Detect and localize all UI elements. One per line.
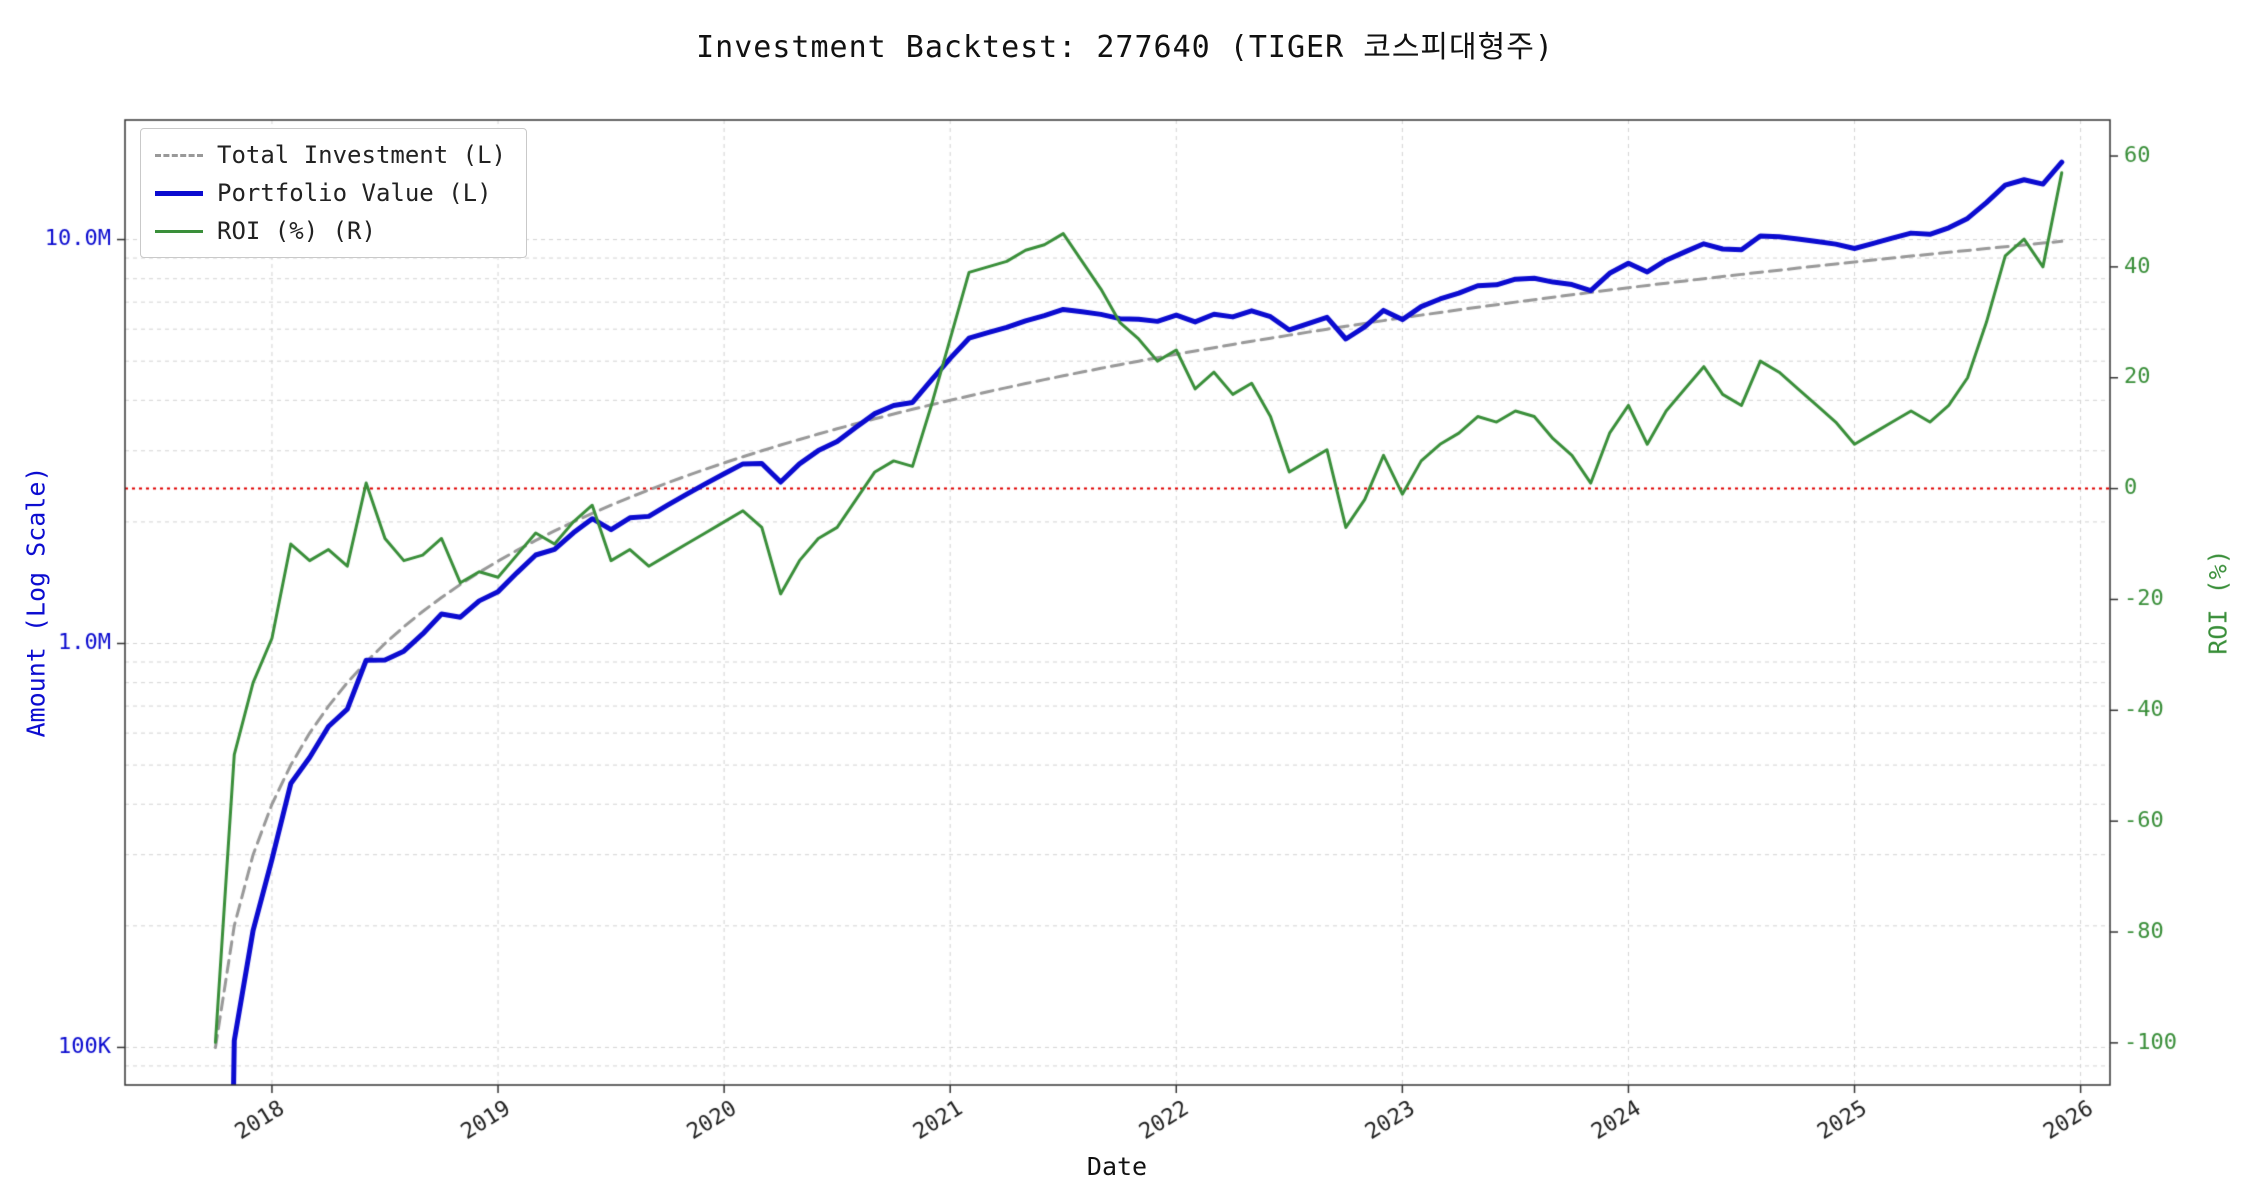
- legend-label: ROI (%) (R): [217, 217, 376, 245]
- legend-line-swatch: [155, 190, 203, 196]
- legend-label: Total Investment (L): [217, 141, 506, 169]
- legend-line-swatch: [155, 153, 203, 157]
- left-axis-label: Amount (Log Scale): [21, 466, 51, 738]
- legend-label: Portfolio Value (L): [217, 179, 492, 207]
- right-axis-label: ROI (%): [2203, 549, 2233, 655]
- legend-item-1: Portfolio Value (L): [155, 179, 506, 207]
- legend-line-swatch: [155, 229, 203, 233]
- x-axis-label: Date: [1086, 1152, 1148, 1181]
- chart-title: Investment Backtest: 277640 (TIGER 코스피대형…: [696, 30, 1554, 65]
- legend: Total Investment (L) Portfolio Value (L) R…: [140, 128, 527, 258]
- legend-item-0: Total Investment (L): [155, 141, 506, 169]
- legend-item-2: ROI (%) (R): [155, 217, 506, 245]
